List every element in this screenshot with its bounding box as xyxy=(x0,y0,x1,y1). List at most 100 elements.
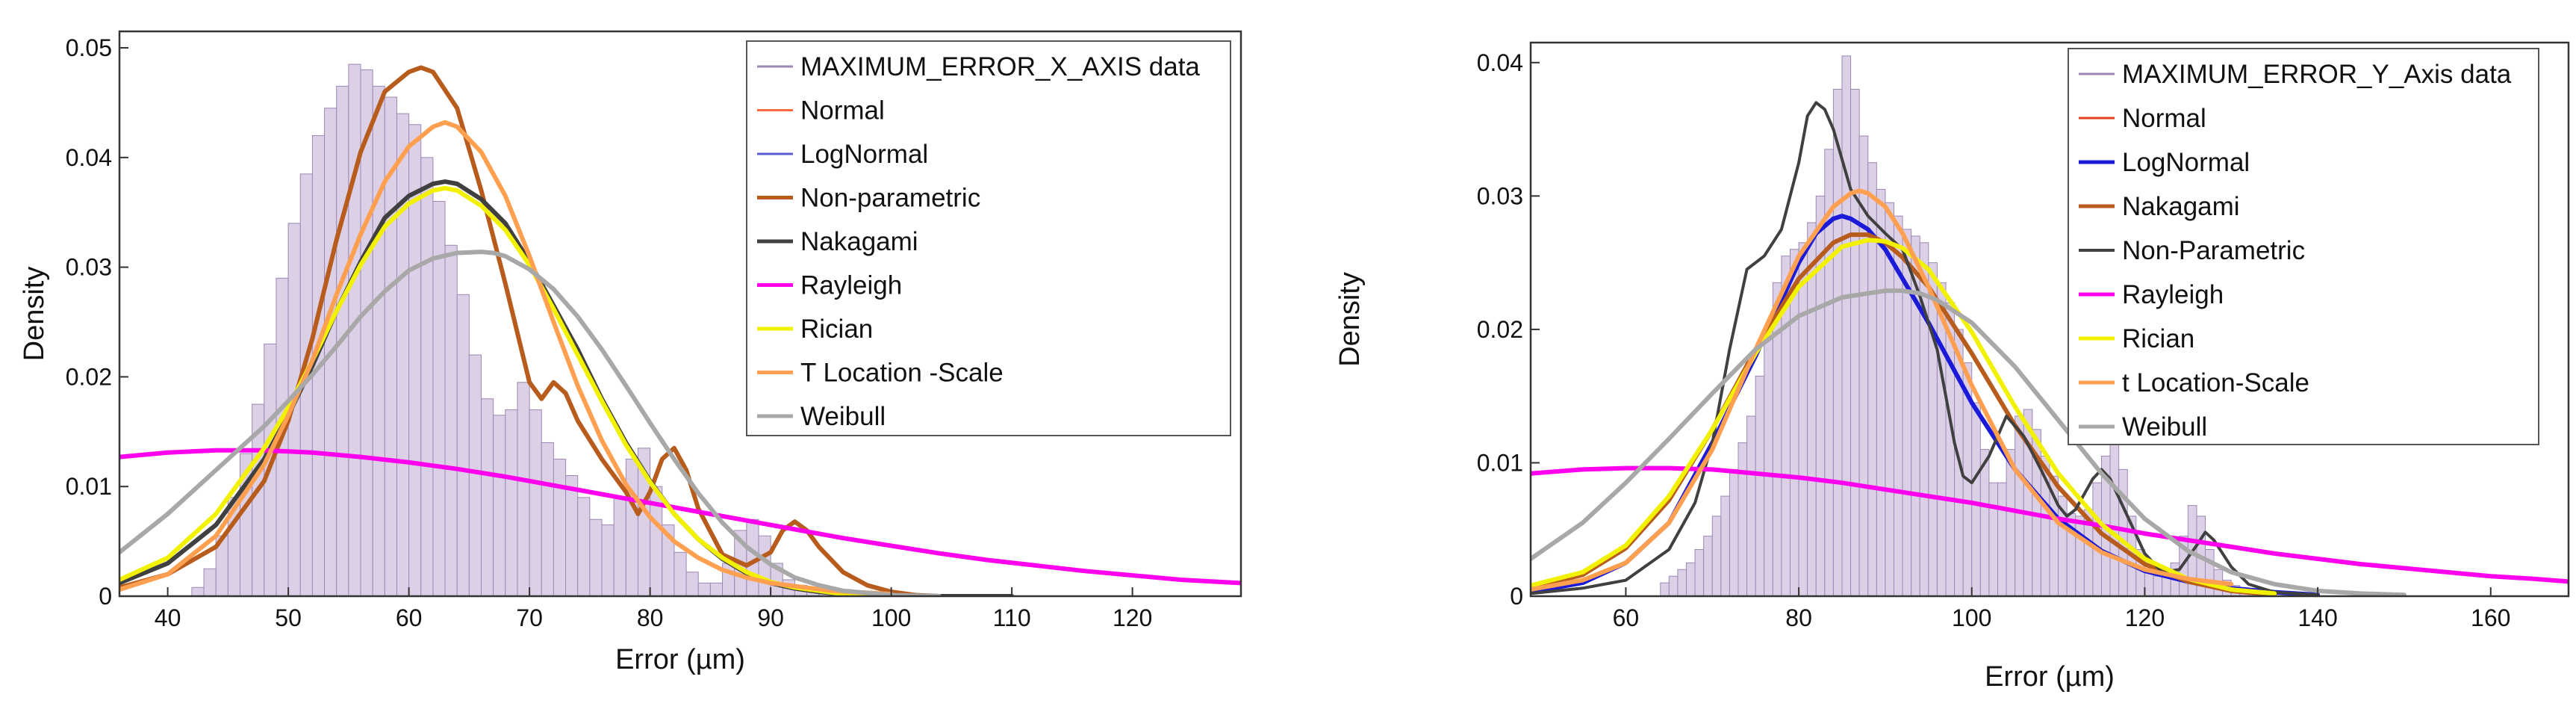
histogram-bar xyxy=(505,409,518,596)
histogram-bar xyxy=(444,244,458,596)
histogram-bar xyxy=(1668,575,1679,596)
chart-x-axis-error: 40 50 60 70 80 90 100 110 120 0 0.01 0.02 0.03 0.04 0.… xyxy=(19,30,1242,675)
x-tick-label: 140 xyxy=(2297,604,2337,631)
histogram-bar xyxy=(2006,449,2016,596)
histogram-bar xyxy=(2153,575,2163,596)
histogram-bar xyxy=(420,157,434,596)
histogram-bar xyxy=(1850,88,1860,596)
plot-frame xyxy=(118,30,1242,598)
histogram-bar xyxy=(1720,495,1730,596)
legend-entry: Rayleigh xyxy=(800,271,902,300)
legend-entry: Nakagami xyxy=(800,227,918,256)
y-tick-label: 0.04 xyxy=(1477,49,1523,76)
legend-entry: LogNormal xyxy=(800,140,928,169)
histogram-bar xyxy=(372,85,385,596)
histogram-bar xyxy=(456,294,470,596)
histogram-bar xyxy=(1711,516,1722,596)
histogram-bar xyxy=(2205,549,2215,596)
x-tick-label: 160 xyxy=(2471,604,2510,631)
histogram-bar xyxy=(541,442,554,596)
x-tick-label: 80 xyxy=(637,604,664,631)
histogram-bar xyxy=(589,518,603,596)
x-tick-label: 100 xyxy=(1952,604,1991,631)
histogram-bar xyxy=(1764,329,1773,596)
histogram-bar xyxy=(697,582,711,596)
histogram-bar xyxy=(1686,562,1696,596)
legend-entry: T Location -Scale xyxy=(800,359,1004,388)
x-tick-label: 60 xyxy=(1613,604,1640,631)
y-tick-label: 0 xyxy=(1510,583,1523,610)
curve-non-parametric xyxy=(119,65,942,596)
legend-entry: Normal xyxy=(800,96,885,126)
legend-entry: Rician xyxy=(2122,324,2194,353)
legend-entry: Weibull xyxy=(2122,412,2207,442)
legend-entry: Non-parametric xyxy=(800,184,980,213)
histogram-bar xyxy=(191,586,205,596)
histogram-bar xyxy=(1832,88,1843,596)
curve-weibull xyxy=(119,250,942,596)
legend-entry: MAXIMUM_ERROR_X_AXIS data xyxy=(800,52,1200,81)
histogram-bar xyxy=(565,475,579,596)
histogram-bar xyxy=(2109,442,2120,596)
histogram-bar xyxy=(685,572,699,596)
histogram-bar xyxy=(1928,262,1938,596)
x-tick-label: 40 xyxy=(155,604,181,631)
legend-entry: Nakagami xyxy=(2122,192,2240,221)
histogram-bar xyxy=(481,398,494,596)
y-tick-label: 0.02 xyxy=(66,363,112,390)
legend: MAXIMUM_ERROR_Y_Axis data Normal LogNormal… xyxy=(2068,48,2539,445)
histogram-bar xyxy=(1746,415,1756,596)
histogram-bar xyxy=(553,459,567,596)
histogram-bar xyxy=(2118,468,2128,596)
legend-entry: MAXIMUM_ERROR_Y_Axis data xyxy=(2122,60,2512,89)
axis-ticks: 60 80 100 120 140 160 0 0.01 0.02 0.03 0.04 xyxy=(1477,49,2511,631)
histogram-bar xyxy=(577,497,591,596)
histogram-bar xyxy=(1997,482,2007,596)
histogram-bar xyxy=(493,415,506,596)
histogram-bar xyxy=(432,201,446,596)
x-tick-label: 120 xyxy=(1113,604,1152,631)
histogram-bar xyxy=(2092,482,2103,596)
y-tick-label: 0 xyxy=(99,583,112,610)
fit-curves xyxy=(1531,101,2569,596)
x-tick-label: 90 xyxy=(757,604,784,631)
histogram-bar xyxy=(1703,536,1713,596)
histogram-bar xyxy=(1798,242,1808,596)
x-tick-label: 120 xyxy=(2125,604,2165,631)
plot-frame xyxy=(1529,41,2570,598)
y-tick-label: 0.03 xyxy=(1477,182,1523,209)
fit-curves xyxy=(119,65,1241,596)
histogram-bar xyxy=(2015,415,2024,596)
histogram-bar xyxy=(1979,449,1990,596)
axis-ticks: 40 50 60 70 80 90 100 110 120 0 0.01 0.02 0.03 0.04 0.… xyxy=(66,34,1153,631)
histogram-bar xyxy=(468,354,482,596)
y-tick-label: 0.05 xyxy=(66,34,112,61)
histogram-bar xyxy=(203,568,217,596)
histogram-bar xyxy=(1755,375,1765,596)
x-tick-label: 80 xyxy=(1785,604,1812,631)
curve-ricia-n xyxy=(1531,238,2277,596)
histogram-bar xyxy=(1841,55,1852,596)
x-tick-label: 50 xyxy=(275,604,302,631)
legend-entry: Rician xyxy=(800,315,873,344)
legend-box xyxy=(2068,48,2539,445)
legend-entry: t Location-Scale xyxy=(2122,368,2309,397)
histogram-bar xyxy=(1971,402,1981,596)
x-tick-label: 100 xyxy=(871,604,911,631)
histogram-bar xyxy=(529,409,542,596)
histogram-bar xyxy=(1988,482,1999,596)
legend-entry: Weibull xyxy=(800,402,886,431)
curve-weibull xyxy=(1531,288,2407,596)
histogram-bar xyxy=(601,524,615,596)
x-tick-label: 110 xyxy=(993,604,1031,631)
y-axis-label: Density xyxy=(1334,272,1366,367)
legend-entry: Rayleigh xyxy=(2122,280,2224,309)
y-tick-label: 0.03 xyxy=(66,254,112,281)
histogram-bar xyxy=(1694,549,1705,596)
histogram-bar xyxy=(613,497,626,596)
histogram-bar xyxy=(709,582,724,596)
histogram-bar xyxy=(517,382,530,596)
y-tick-label: 0.02 xyxy=(1477,316,1523,343)
histogram-bar xyxy=(1737,442,1748,596)
y-tick-label: 0.04 xyxy=(66,144,112,171)
